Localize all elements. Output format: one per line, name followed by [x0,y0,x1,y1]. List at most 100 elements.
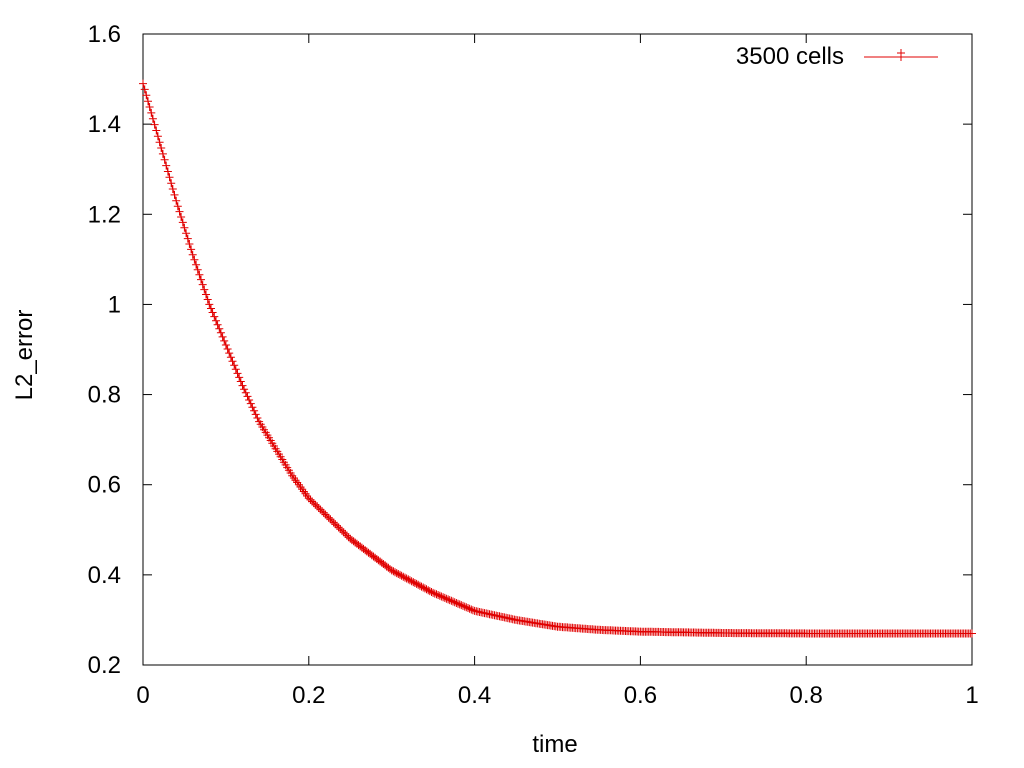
data-point [251,410,260,419]
data-point [308,497,317,506]
data-point [144,97,152,106]
data-point [233,369,242,378]
data-point [313,502,322,511]
data-point [148,114,157,123]
data-point [202,290,210,299]
data-point [198,280,207,289]
data-point [203,295,212,304]
data-point [147,108,156,117]
data-point [306,495,315,504]
data-point [434,591,443,599]
y-tick-label: 0.4 [88,562,121,589]
x-tick-label: 0.6 [624,682,657,709]
data-point [205,300,214,309]
data-point [250,406,259,415]
data-point [460,602,469,611]
data-point [437,592,446,601]
data-point [231,365,240,374]
data-point [177,213,186,221]
data-point [391,568,399,577]
data-point [157,144,166,152]
data-point [468,606,477,615]
data-point [444,595,453,604]
data-point [314,504,323,512]
data-point [323,512,331,521]
data-point [410,579,419,587]
data-point [185,240,194,248]
data-point [216,328,225,337]
data-point [454,599,462,608]
data-point [420,584,429,593]
data-point [192,260,201,269]
data-point [336,525,345,534]
data-point [427,588,436,596]
data-point [213,320,222,329]
legend: 3500 cells [736,43,938,70]
data-point [182,229,191,238]
data-point [467,605,476,614]
data-point [442,594,451,603]
data-point [311,500,320,509]
y-tick-label: 0.2 [88,652,121,679]
data-point [220,336,229,345]
data-point [195,270,204,279]
data-point [304,494,313,503]
y-tick-label: 1.6 [88,21,121,48]
data-point [414,580,423,589]
data-point [435,591,444,600]
x-tick-label: 0.8 [790,682,823,709]
data-point [329,518,338,527]
data-point [321,510,330,519]
data-point [319,508,328,517]
data-point [429,588,438,597]
data-point [387,566,396,575]
data-point [150,120,159,129]
data-point [392,569,401,578]
axis-ticks [142,33,973,666]
data-point [238,381,247,390]
data-point [167,179,176,188]
data-point [168,185,177,193]
data-point [328,517,336,525]
data-point [165,173,174,182]
x-tick-labels: 0 0.2 0.4 0.6 0.8 1 [136,682,978,709]
data-point [399,572,408,581]
data-point [397,571,406,580]
data-point [155,138,164,147]
data-point [207,304,215,313]
data-point [439,593,448,602]
data-point [324,513,333,522]
data-point [172,196,181,205]
y-axis-label: L2_error [11,310,38,401]
data-point [197,275,205,284]
series-markers [139,79,976,638]
data-point [145,103,154,111]
data-point [334,523,343,532]
data-point [139,79,147,88]
data-point [394,570,403,578]
x-tick-label: 0.2 [292,682,325,709]
data-point [253,414,262,422]
data-point [447,596,456,605]
data-point [162,161,171,170]
x-tick-label: 0.4 [458,682,491,709]
series-line-3500-cells [142,83,972,634]
data-point [396,570,404,579]
y-tick-label: 1.2 [88,201,121,228]
data-point [246,399,255,408]
data-point [243,392,252,401]
data-point [333,521,341,530]
x-tick-label: 0 [136,682,149,709]
data-point [424,586,433,595]
data-point [160,155,169,164]
data-point [212,316,220,325]
data-point [464,604,472,612]
data-point [409,578,418,587]
data-point [180,223,189,232]
data-point [190,255,199,264]
data-point [326,515,335,524]
data-point [316,505,325,514]
data-point [405,576,414,585]
data-point [210,312,219,321]
y-tick-label: 0.8 [88,382,121,409]
